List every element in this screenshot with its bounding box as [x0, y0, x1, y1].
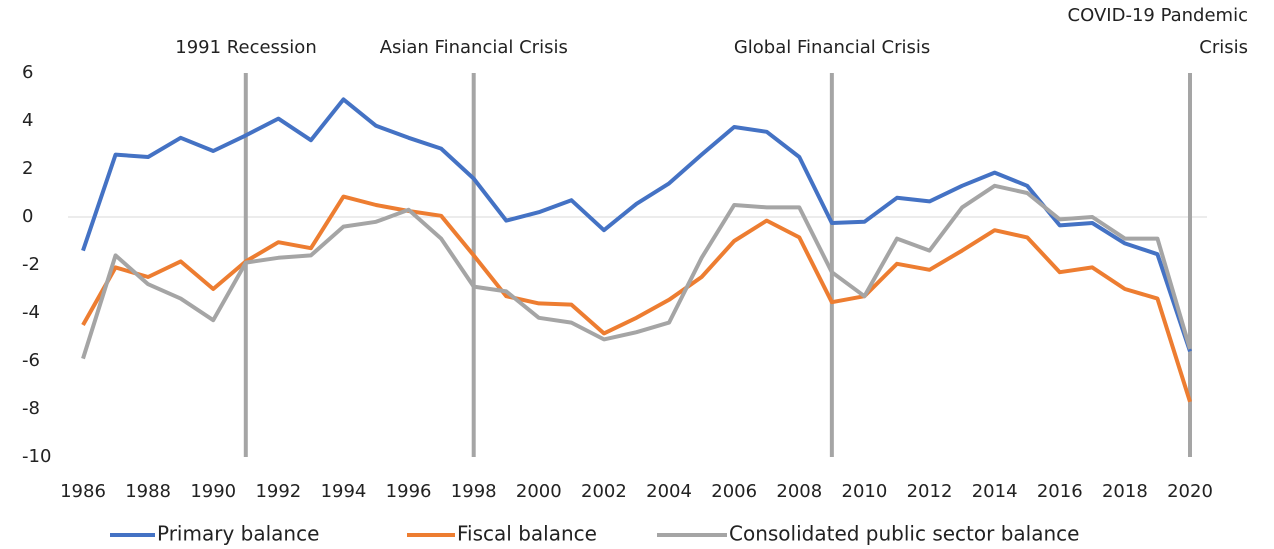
y-tick-label: -2 [22, 254, 40, 275]
x-tick-label: 2012 [907, 481, 953, 502]
x-tick-label: 1990 [190, 481, 236, 502]
legend-label: Primary balance [157, 522, 319, 546]
x-tick-label: 2008 [776, 481, 822, 502]
annotation: 1991 Recession [175, 37, 317, 58]
annotation: Global Financial Crisis [733, 37, 931, 58]
y-tick-label: -10 [22, 446, 51, 467]
annotation: COVID-19 Pandemic Crisis [1067, 5, 1248, 58]
x-tick-label: 2014 [972, 481, 1018, 502]
x-tick-label: 1988 [125, 481, 171, 502]
x-tick-label: 2020 [1167, 481, 1213, 502]
y-tick-label: 4 [22, 110, 33, 131]
legend-label: Consolidated public sector balance [729, 522, 1079, 546]
series-line [81, 194, 1192, 403]
series-line [81, 97, 1192, 353]
y-tick-label: -8 [22, 398, 40, 419]
x-tick-label: 2002 [581, 481, 627, 502]
x-tick-label: 1992 [255, 481, 301, 502]
y-tick-label: 6 [22, 62, 33, 83]
y-tick-label: -4 [22, 302, 40, 323]
x-tick-label: 2010 [842, 481, 888, 502]
x-tick-label: 2000 [516, 481, 562, 502]
x-tick-label: 1994 [321, 481, 367, 502]
x-tick-label: 2006 [711, 481, 757, 502]
y-tick-label: 0 [22, 206, 33, 227]
x-tick-label: 1998 [451, 481, 497, 502]
x-tick-label: 2018 [1102, 481, 1148, 502]
annotation: Asian Financial Crisis [379, 37, 568, 58]
y-tick-label: 2 [22, 158, 33, 179]
x-tick-label: 2016 [1037, 481, 1083, 502]
x-tick-label: 1996 [386, 481, 432, 502]
x-tick-label: 2004 [646, 481, 692, 502]
legend-label: Fiscal balance [457, 522, 597, 546]
y-tick-label: -6 [22, 350, 40, 371]
x-tick-label: 1986 [60, 481, 106, 502]
series-line [81, 183, 1192, 360]
